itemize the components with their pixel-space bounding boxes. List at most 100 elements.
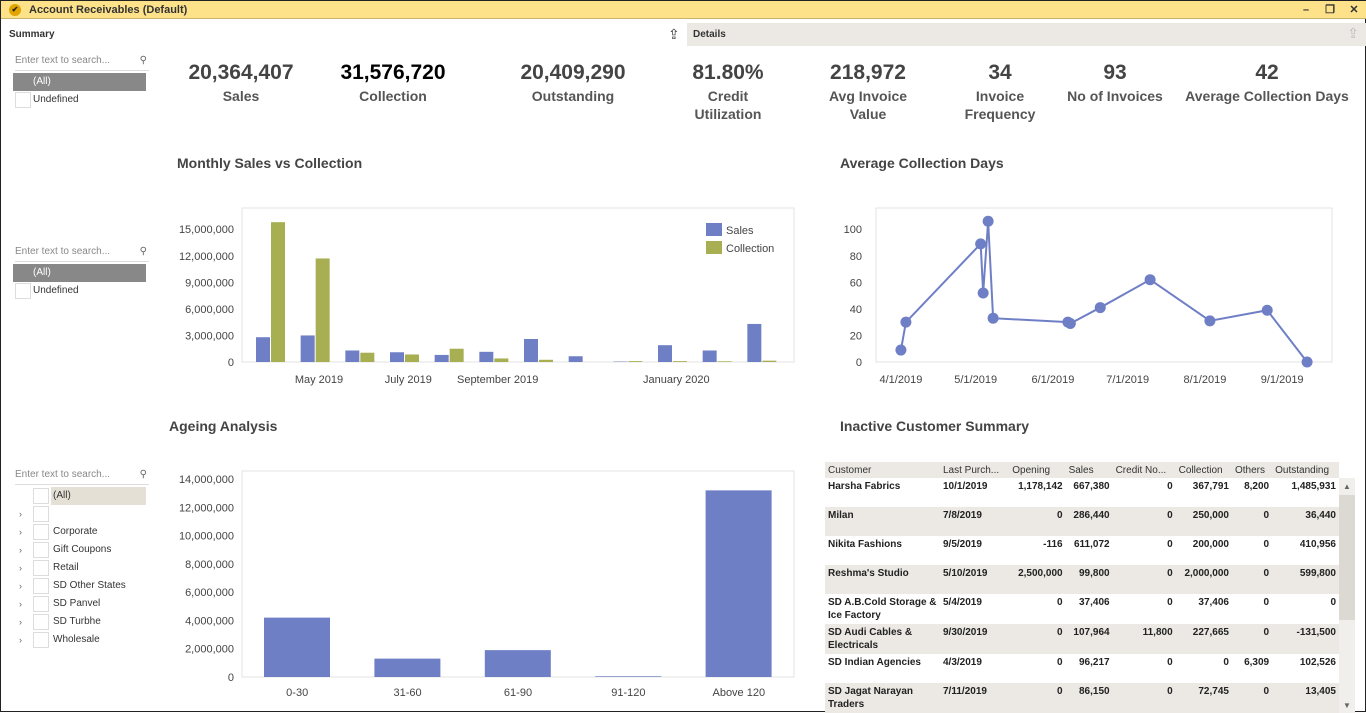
table-cell: 5/4/2019	[940, 594, 1009, 624]
y-tick-label: 6,000,000	[185, 304, 234, 316]
bar-collection	[450, 349, 464, 362]
data-point	[988, 313, 999, 324]
table-cell: 0	[1009, 624, 1065, 654]
table-scrollbar-thumb[interactable]	[1339, 495, 1355, 620]
table-cell: SD Indian Agencies	[825, 654, 940, 683]
table-cell: 0	[1009, 594, 1065, 624]
table-cell: 0	[1232, 565, 1272, 594]
legend-swatch	[706, 241, 722, 254]
table-cell: 72,745	[1176, 683, 1232, 713]
table-cell: 0	[1232, 624, 1272, 654]
table-cell: 11,800	[1113, 624, 1176, 654]
table-cell: 13,405	[1272, 683, 1339, 713]
x-tick-label: July 2019	[385, 374, 432, 386]
bar-ageing	[485, 650, 551, 677]
column-header[interactable]: Last Purch...	[940, 462, 1009, 478]
bar-sales	[390, 352, 404, 362]
data-point	[895, 345, 906, 356]
table-cell: 200,000	[1176, 536, 1232, 565]
table-cell: 0	[1009, 683, 1065, 713]
y-tick-label: 0	[228, 672, 234, 684]
x-tick-label: 91-120	[611, 687, 645, 699]
x-tick-label: 9/1/2019	[1261, 374, 1304, 386]
table-cell: 286,440	[1066, 507, 1113, 536]
y-tick-label: 60	[850, 277, 862, 289]
y-tick-label: 14,000,000	[179, 474, 234, 486]
table-cell: SD A.B.Cold Storage & Ice Factory	[825, 594, 940, 624]
series-line	[901, 221, 1307, 362]
column-header[interactable]: Others	[1232, 462, 1272, 478]
table-cell: 6,309	[1232, 654, 1272, 683]
data-point	[975, 238, 986, 249]
data-point	[1204, 315, 1215, 326]
y-tick-label: 9,000,000	[185, 277, 234, 289]
table-cell: 0	[1272, 594, 1339, 624]
table-cell: 0	[1113, 507, 1176, 536]
table-cell: 102,526	[1272, 654, 1339, 683]
table-cell: Nikita Fashions	[825, 536, 940, 565]
legend-swatch	[706, 223, 722, 236]
table-cell: 667,380	[1066, 478, 1113, 507]
bar-collection	[539, 360, 553, 362]
y-tick-label: 10,000,000	[179, 531, 234, 543]
column-header[interactable]: Outstanding	[1272, 462, 1339, 478]
x-tick-label: January 2020	[643, 374, 710, 386]
table-cell: 0	[1176, 654, 1232, 683]
column-header[interactable]: Opening	[1009, 462, 1065, 478]
table-cell: Harsha Fabrics	[825, 478, 940, 507]
column-header[interactable]: Customer	[825, 462, 940, 478]
bar-collection	[271, 222, 285, 362]
table-cell: 9/5/2019	[940, 536, 1009, 565]
table-cell: 0	[1009, 654, 1065, 683]
x-tick-label: 4/1/2019	[880, 374, 923, 386]
y-tick-label: 4,000,000	[185, 615, 234, 627]
table-cell: 611,072	[1066, 536, 1113, 565]
data-point	[1262, 305, 1273, 316]
table-cell: 599,800	[1272, 565, 1339, 594]
table-cell: Milan	[825, 507, 940, 536]
table-cell: 0	[1113, 683, 1176, 713]
column-header[interactable]: Collection	[1176, 462, 1232, 478]
table-cell: SD Jagat Narayan Traders	[825, 683, 940, 713]
x-tick-label: September 2019	[457, 374, 538, 386]
y-tick-label: 8,000,000	[185, 559, 234, 571]
table-cell: 96,217	[1066, 654, 1113, 683]
x-tick-label: 5/1/2019	[954, 374, 997, 386]
table-cell: 99,800	[1066, 565, 1113, 594]
x-tick-label: 31-60	[394, 687, 422, 699]
table-cell: -131,500	[1272, 624, 1339, 654]
scroll-down-icon[interactable]: ▼	[1343, 701, 1351, 710]
bar-collection	[360, 353, 374, 362]
table-cell: 9/30/2019	[940, 624, 1009, 654]
data-point	[900, 317, 911, 328]
y-tick-label: 100	[844, 224, 862, 236]
table-cell: 86,150	[1066, 683, 1113, 713]
y-tick-label: 12,000,000	[179, 502, 234, 514]
table-cell: -116	[1009, 536, 1065, 565]
column-header[interactable]: Credit No...	[1113, 462, 1176, 478]
legend-label: Collection	[726, 243, 774, 255]
table-cell: 367,791	[1176, 478, 1232, 507]
y-tick-label: 2,000,000	[185, 644, 234, 656]
table-cell: 7/11/2019	[940, 683, 1009, 713]
table-cell: Reshma's Studio	[825, 565, 940, 594]
bar-sales	[345, 350, 359, 362]
data-point	[1095, 302, 1106, 313]
y-tick-label: 80	[850, 251, 862, 263]
table-cell: 227,665	[1176, 624, 1232, 654]
data-point	[983, 216, 994, 227]
table-cell: 0	[1113, 478, 1176, 507]
column-header[interactable]: Sales	[1066, 462, 1113, 478]
scroll-up-icon[interactable]: ▲	[1343, 482, 1351, 491]
table-cell: 37,406	[1176, 594, 1232, 624]
data-point	[1065, 318, 1076, 329]
y-tick-label: 3,000,000	[185, 330, 234, 342]
